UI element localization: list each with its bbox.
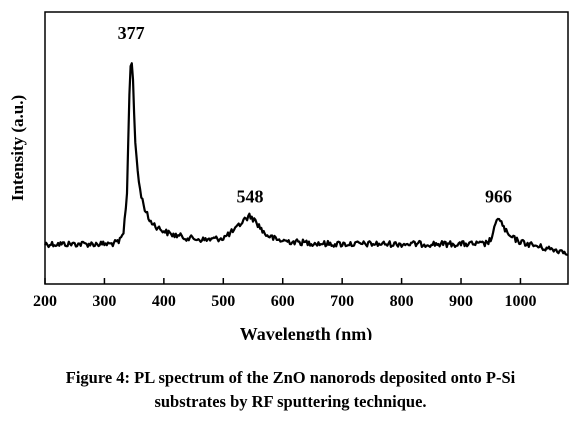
x-tick-label: 800: [390, 293, 414, 310]
x-tick-label: 500: [211, 293, 235, 310]
caption-line-1: Figure 4: PL spectrum of the ZnO nanorod…: [65, 368, 516, 387]
peak-label: 548: [237, 187, 264, 207]
plot-frame: [44, 11, 569, 285]
spectrum-line: [44, 62, 569, 256]
pl-spectrum-chart: 200 300 400 500 600 700 800 900 1000 377 548 966 W…: [8, 11, 569, 340]
x-tick-label: 300: [92, 293, 116, 310]
y-axis-label: Intensity (a.u.): [8, 95, 27, 201]
x-tick-label: 600: [271, 293, 295, 310]
x-tick-label: 400: [152, 293, 176, 310]
x-tick-label: 900: [449, 293, 473, 310]
x-tick-label: 700: [330, 293, 354, 310]
peak-label: 966: [485, 187, 512, 207]
peak-label: 377: [118, 23, 145, 43]
x-tick-label: 1000: [504, 293, 536, 310]
caption-line-2: substrates by RF sputtering technique.: [154, 392, 427, 411]
x-axis-label: Wavelength (nm): [240, 324, 373, 340]
x-tick-label: 200: [33, 293, 57, 310]
figure-caption: Figure 4: PL spectrum of the ZnO nanorod…: [0, 366, 581, 414]
